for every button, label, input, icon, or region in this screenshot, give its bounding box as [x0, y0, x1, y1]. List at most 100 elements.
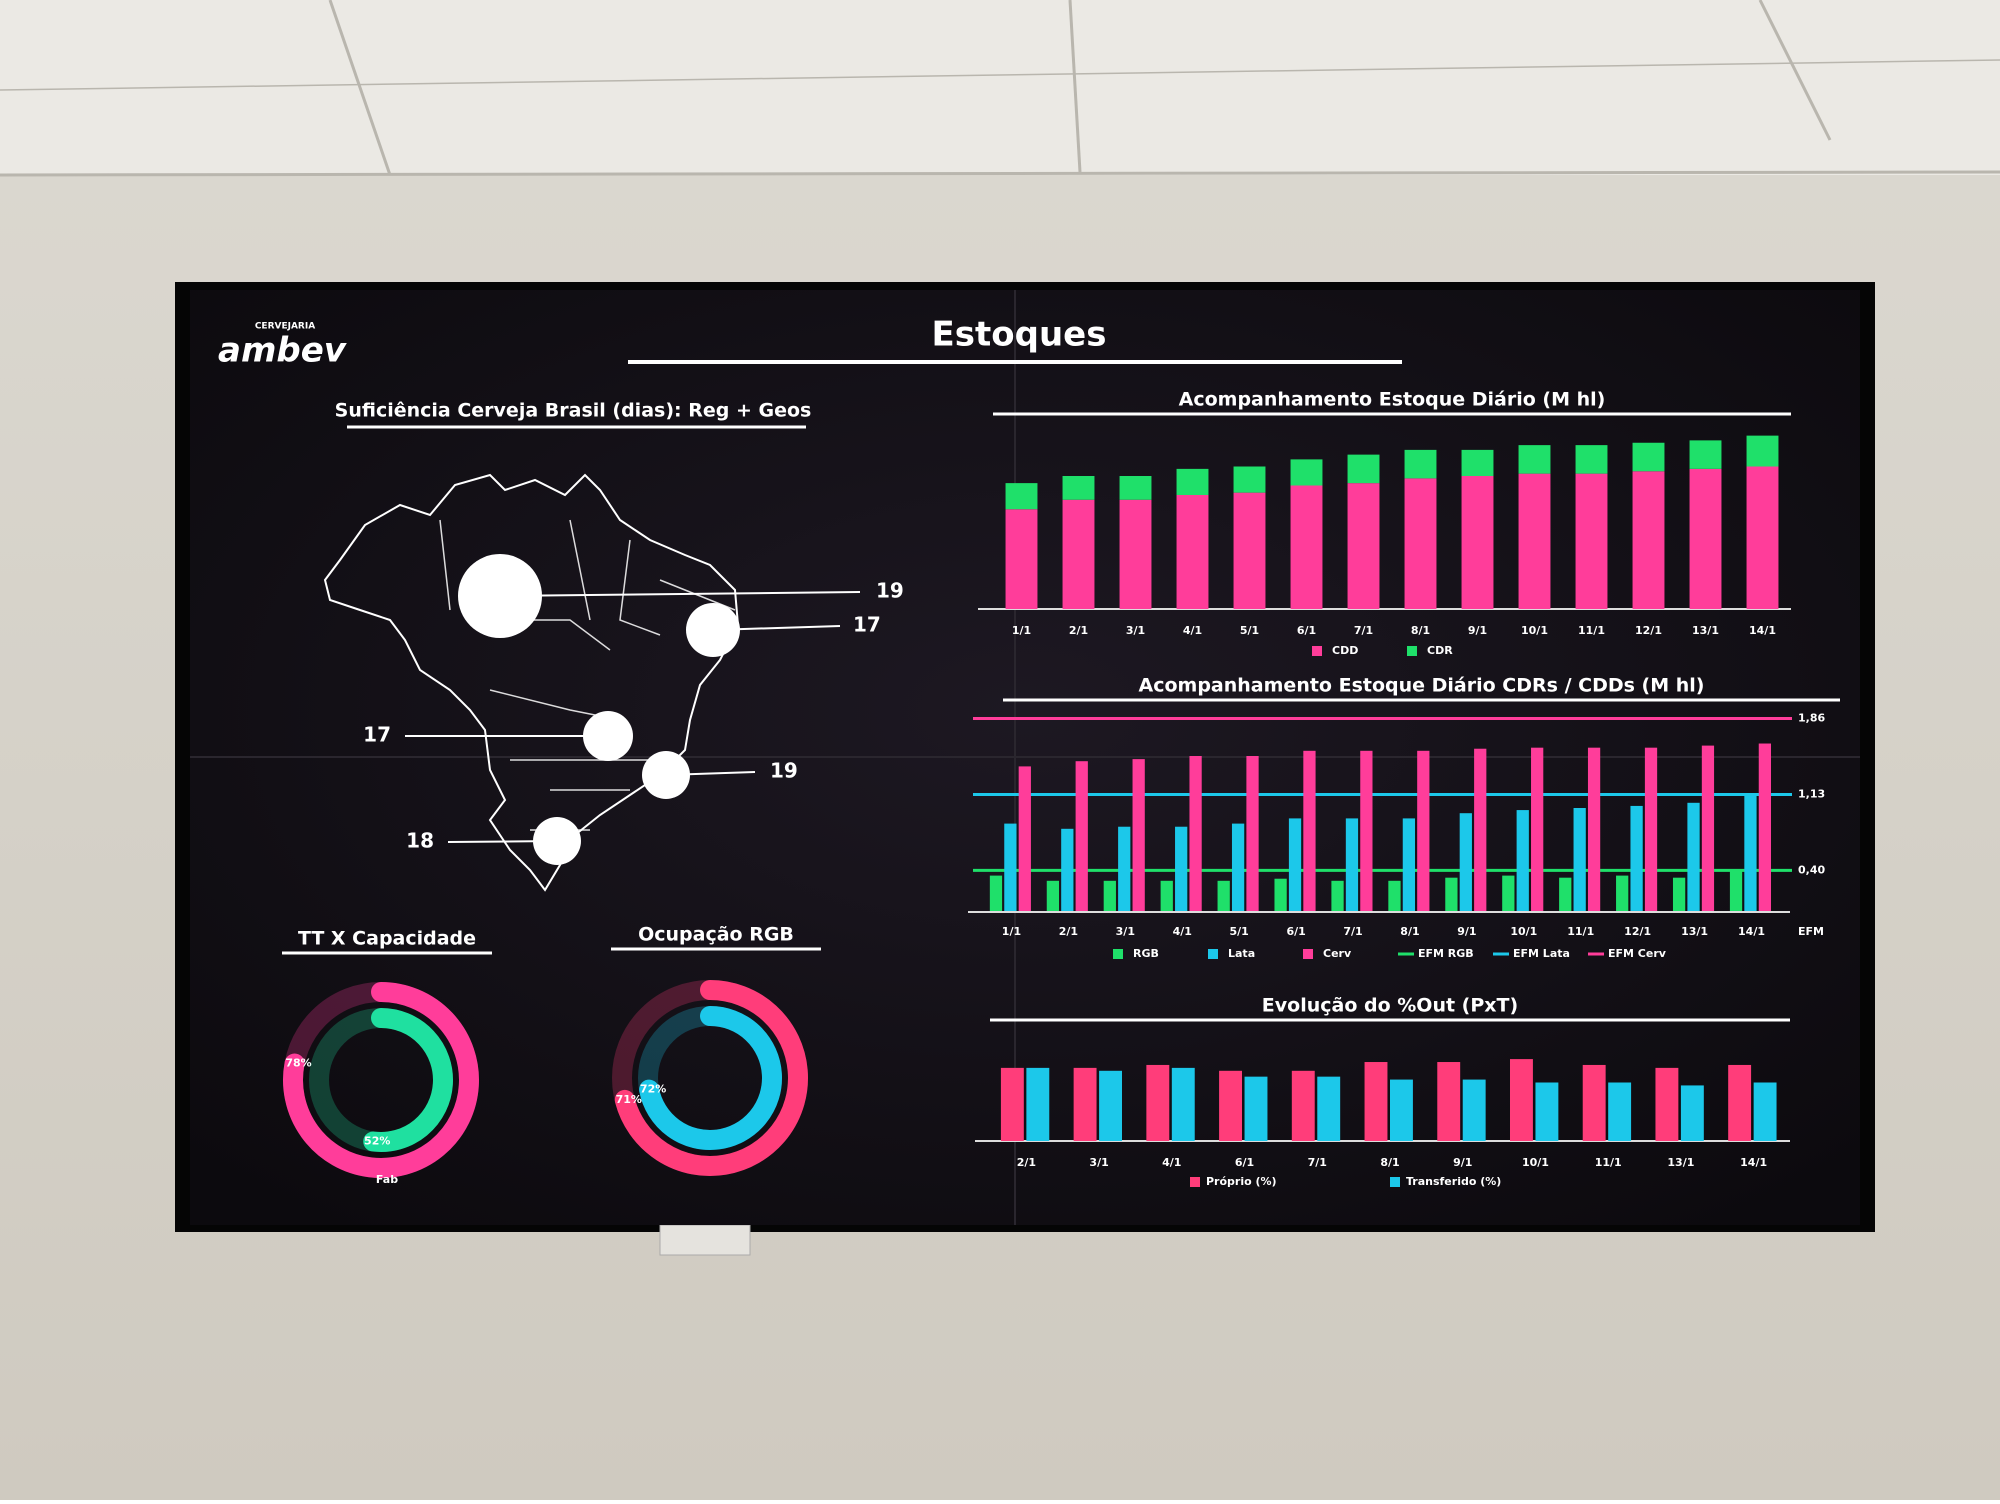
x-tick-label: 9/1 — [1457, 925, 1476, 938]
legend-label: Transferido (%) — [1406, 1175, 1501, 1188]
bar — [1502, 875, 1515, 912]
bar — [1744, 794, 1757, 912]
region-value: 18 — [406, 829, 434, 853]
bar-segment — [1404, 449, 1437, 479]
chart-title: Acompanhamento Estoque Diário (M hl) — [1179, 389, 1606, 411]
x-tick-label: 6/1 — [1235, 1156, 1254, 1169]
bar — [1402, 818, 1416, 912]
bar — [1644, 747, 1658, 912]
bar-segment — [1518, 473, 1551, 609]
bar-segment — [1575, 445, 1608, 474]
legend-label: CDD — [1332, 644, 1358, 657]
bar — [1026, 1067, 1050, 1141]
bar-segment — [1005, 509, 1038, 609]
bar — [1728, 1064, 1752, 1141]
bar — [1437, 1062, 1461, 1141]
bar — [1729, 870, 1743, 912]
legend-swatch — [1407, 646, 1417, 656]
chart-title: Ocupação RGB — [638, 924, 794, 946]
x-tick-label: 10/1 — [1521, 624, 1548, 637]
chart-title: Acompanhamento Estoque Diário CDRs / CDD… — [1139, 675, 1705, 697]
bar — [1608, 1082, 1632, 1141]
region-bubble — [686, 603, 740, 657]
ring-arc — [614, 980, 808, 1176]
bar — [1146, 1064, 1170, 1141]
x-tick-label: 8/1 — [1411, 624, 1430, 637]
bar — [1046, 880, 1060, 912]
ceiling — [0, 0, 2000, 175]
bar-segment — [1689, 440, 1722, 469]
dashboard-title: Estoques — [932, 315, 1107, 355]
bar — [1573, 808, 1586, 912]
x-tick-label: 9/1 — [1453, 1156, 1472, 1169]
x-tick-label: 1/1 — [1002, 925, 1021, 938]
bar — [1531, 747, 1544, 912]
x-tick-label: 2/1 — [1069, 624, 1088, 637]
x-tick-label: 4/1 — [1162, 1156, 1181, 1169]
bar — [1680, 1085, 1704, 1141]
x-tick-label: 3/1 — [1126, 624, 1145, 637]
bar — [1244, 1076, 1268, 1141]
bar-segment — [1176, 495, 1209, 609]
ring-label: 71% — [616, 1093, 642, 1106]
ring-arc — [283, 982, 479, 1178]
y-tick-label: 1,13 — [1798, 787, 1825, 800]
bar-segment — [1632, 442, 1665, 472]
x-tick-label: 14/1 — [1738, 925, 1765, 938]
legend-label: Lata — [1228, 947, 1255, 960]
legend-label: EFM RGB — [1418, 947, 1474, 960]
bar-segment — [1518, 445, 1551, 474]
logo-brand: ambev — [218, 331, 348, 371]
bar — [1445, 877, 1458, 912]
x-tick-label: 14/1 — [1749, 624, 1776, 637]
bar — [1701, 745, 1715, 912]
legend-swatch — [1190, 1177, 1200, 1187]
bar — [1630, 805, 1643, 912]
region-value: 17 — [853, 613, 881, 637]
bar — [1462, 1079, 1486, 1141]
bar-segment — [1233, 466, 1266, 493]
x-tick-label: 7/1 — [1308, 1156, 1327, 1169]
bar-segment — [1689, 468, 1722, 609]
bar — [1474, 748, 1487, 912]
bar — [1317, 1076, 1341, 1141]
bar — [1753, 1082, 1777, 1141]
bar — [1582, 1064, 1606, 1141]
bar — [1061, 828, 1074, 912]
x-tick-label: 6/1 — [1286, 925, 1305, 938]
bar — [1559, 877, 1572, 912]
x-tick-label: 9/1 — [1468, 624, 1487, 637]
bar — [1132, 759, 1145, 912]
x-tick-label: EFM — [1798, 925, 1824, 938]
x-tick-label: 10/1 — [1510, 925, 1537, 938]
ceiling-grid — [0, 0, 2000, 177]
bar — [1075, 761, 1088, 912]
bar — [1189, 756, 1202, 912]
logo-small: CERVEJARIA — [255, 322, 315, 332]
leader-line — [499, 591, 861, 597]
bar — [1616, 875, 1629, 912]
legend-swatch — [1303, 949, 1313, 959]
bar — [1459, 813, 1472, 912]
legend-swatch — [1208, 949, 1218, 959]
region-value: 17 — [363, 723, 391, 747]
bar — [1246, 756, 1259, 912]
y-tick-label: 1,86 — [1798, 712, 1825, 725]
bar-segment — [1347, 454, 1380, 484]
bar — [1288, 818, 1302, 912]
x-tick-label: 12/1 — [1624, 925, 1651, 938]
bar-segment — [1746, 466, 1779, 609]
x-tick-label: 7/1 — [1354, 624, 1373, 637]
bar — [1672, 877, 1686, 912]
ring-arc — [639, 1006, 782, 1150]
bar-segment — [1119, 476, 1152, 500]
bar — [1655, 1067, 1679, 1141]
bar — [1303, 750, 1316, 912]
x-tick-label: 13/1 — [1681, 925, 1708, 938]
bar — [1535, 1082, 1559, 1141]
bar — [1217, 880, 1230, 912]
bar-segment — [1575, 473, 1608, 609]
bar-segment — [1233, 492, 1266, 609]
x-tick-label: 10/1 — [1522, 1156, 1549, 1169]
ring-label: 72% — [640, 1083, 666, 1096]
